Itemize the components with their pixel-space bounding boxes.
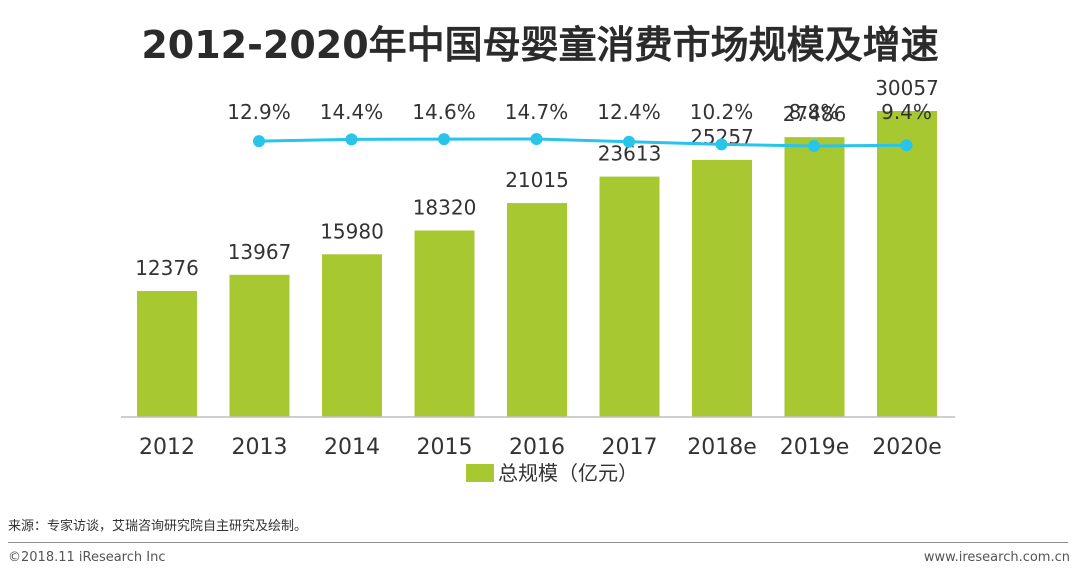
x-tick-label: 2012: [139, 435, 195, 460]
growth-rate-point: [253, 135, 265, 148]
bar-2014: [322, 254, 382, 417]
growth-rate-point: [715, 138, 728, 151]
bar-value-label: 18320: [413, 195, 477, 219]
bar-value-label: 30057: [875, 76, 939, 100]
x-tick-labels: 2012 2013 2014 2015 2016 2017 2018e 2019e 2020e: [139, 435, 942, 460]
bar-2012: [137, 291, 197, 417]
x-tick-label: 2018e: [687, 435, 757, 460]
growth-rate-line: [258, 137, 907, 148]
bar-value-label: 27486: [783, 102, 847, 126]
bar-2015: [414, 230, 475, 417]
bar-2020e: [877, 111, 937, 417]
growth-rate-label: 12.4%: [597, 100, 661, 124]
chart-title: 2012-2020年中国母婴童消费市场规模及增速: [141, 23, 939, 67]
bar-value-label: 12376: [135, 256, 199, 280]
x-tick-label: 2013: [232, 435, 288, 460]
x-tick-label: 2015: [417, 435, 473, 460]
growth-rate-label: 9.4%: [881, 100, 932, 124]
growth-rate-series: 12.9% 14.4% 14.6% 14.7% 12.4% 10.2% 8.8% 9.4%: [227, 100, 932, 152]
growth-rate-point: [530, 133, 543, 145]
bar-2019e: [784, 137, 845, 417]
growth-rate-point: [623, 135, 635, 148]
x-tick-label: 2017: [602, 435, 658, 460]
bar-series: [137, 111, 937, 417]
x-tick-label: 2020e: [872, 435, 942, 460]
footer-divider: [8, 542, 1068, 543]
bar-value-label: 15980: [320, 219, 384, 243]
legend: 总规模（亿元）: [466, 461, 638, 485]
growth-rate-point: [900, 139, 913, 152]
bar-2013: [229, 274, 290, 417]
growth-rate-label: 14.7%: [505, 100, 569, 124]
x-tick-label: 2019e: [780, 435, 850, 460]
bar-2018e: [692, 159, 752, 417]
growth-rate-label: 14.4%: [320, 100, 384, 124]
bar-value-label: 21015: [505, 168, 569, 192]
growth-rate-label: 12.9%: [227, 100, 291, 124]
growth-rate-point: [438, 133, 450, 146]
legend-label: 总规模（亿元）: [498, 461, 638, 485]
website-link[interactable]: www.iresearch.com.cn: [923, 550, 1070, 565]
chart-area: 2012 2013 2014 2015 2016 2017 2018e 2019e 2020e …: [121, 76, 955, 485]
legend-swatch: [466, 464, 494, 482]
growth-rate-label: 8.8%: [789, 100, 840, 124]
bar-2017: [599, 176, 660, 417]
growth-rate-label: 14.6%: [412, 100, 476, 124]
x-tick-label: 2014: [324, 435, 380, 460]
x-tick-label: 2016: [509, 435, 565, 460]
growth-rate-label: 10.2%: [690, 100, 754, 124]
growth-rate-point: [345, 133, 358, 146]
source-note: 来源：专家访谈，艾瑞咨询研究院自主研究及绘制。: [8, 519, 308, 534]
copyright-text: ©2018.11 iResearch Inc: [8, 550, 166, 565]
bar-2016: [507, 203, 567, 417]
bar-value-label: 13967: [228, 240, 292, 264]
growth-rate-point: [808, 140, 820, 152]
